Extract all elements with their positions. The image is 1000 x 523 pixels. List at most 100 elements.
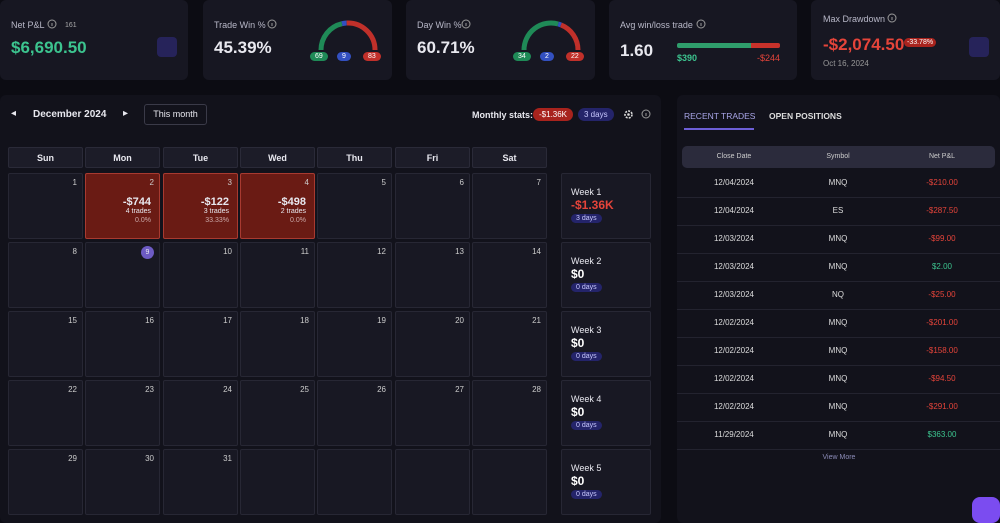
column-header: Symbol [826,153,850,160]
info-icon[interactable] [641,109,651,119]
trade-cell: 12/02/2024 [713,346,755,355]
row-divider [677,337,1000,338]
count-pill: 69 [310,52,328,61]
win-bar [677,43,751,48]
row-divider [677,225,1000,226]
day-cell: 6 [395,173,470,239]
next-month[interactable]: ▸ [123,108,129,119]
day-cell: 21 [472,311,547,377]
date: 13 [455,247,464,256]
info-icon[interactable] [696,19,706,29]
day-cell: 22 [8,380,83,446]
week-summary: Week 1 -$1.36K 3 days [561,173,651,239]
week-summary: Week 2 $0 0 days [561,242,651,308]
tab-open-positions[interactable]: OPEN POSITIONS [769,111,842,121]
day-cell [240,449,315,515]
date-today: 9 [141,246,154,259]
week-label: Week 5 [571,463,602,473]
trade-cell: MNQ [828,262,848,271]
week-label: Week 3 [571,325,602,335]
info-icon[interactable] [47,19,57,29]
date: 31 [223,454,232,463]
weekday-header: Tue [163,147,238,168]
trade-cell: -$94.50 [928,374,956,383]
trade-cell: 11/29/2024 [714,430,754,439]
chat-button[interactable] [972,497,1000,523]
tab-recent-trades[interactable]: RECENT TRADES [684,111,756,121]
date: 12 [377,247,386,256]
prev-month[interactable]: ◂ [11,108,17,119]
net-pnl-card: Net P&L 161 $6,690.50 [0,0,188,80]
day-cell: 24 [163,380,238,446]
week-summary: Week 3 $0 0 days [561,311,651,377]
settings-icon[interactable] [623,109,634,120]
week-days: 0 days [571,421,602,430]
week-pnl: $0 [571,474,585,488]
trade-cell: 12/03/2024 [713,290,755,299]
count: 161 [65,22,77,29]
monthly-days: 3 days [578,108,614,121]
date: 8 [72,247,77,256]
label: Avg win/loss trade [620,20,693,30]
weekday-header: Sun [8,147,83,168]
info-icon[interactable] [267,19,277,29]
trade-cell: MNQ [828,430,848,439]
value: $6,690.50 [11,38,87,57]
trade-cell: -$201.00 [926,318,958,327]
icon[interactable] [157,37,177,57]
day-win-rate: 0.0% [135,217,151,224]
info-icon[interactable] [887,13,897,23]
date: 3 [227,178,232,187]
trade-cell: -$291.00 [926,402,958,411]
row-divider [677,449,1000,450]
day-pnl: -$744 [122,196,151,208]
trade-cell: -$158.00 [926,346,958,355]
label: Max Drawdown [823,14,886,24]
date: 4 [304,178,309,187]
row-divider [677,393,1000,394]
calendar-panel: ◂ December 2024 ▸ This month Monthly sta… [0,95,661,523]
this-month-button[interactable]: This month [144,104,207,125]
weekday-header: Wed [240,147,315,168]
day-cell: 1 [8,173,83,239]
date: 7 [536,178,541,187]
value: 60.71% [417,38,475,57]
day-pnl: -$122 [200,196,229,208]
icon[interactable] [969,37,989,57]
date: 14 [532,247,541,256]
info-icon[interactable] [461,19,471,29]
row-divider [677,253,1000,254]
trade-cell: -$25.00 [928,290,956,299]
day-cell: 30 [85,449,160,515]
week-summary: Week 5 $0 0 days [561,449,651,515]
trade-cell: 12/02/2024 [713,318,755,327]
max-drawdown-card: Max Drawdown -$2,074.50 -33.78% Oct 16, … [811,0,1000,80]
day-cell: 18 [240,311,315,377]
trade-cell: 12/04/2024 [713,178,755,187]
date: 1 [72,178,77,187]
view-more-link[interactable]: View More [822,454,856,461]
day-cell: 16 [85,311,160,377]
day-trades: 4 trades [125,208,151,215]
count-pill: 22 [566,52,584,61]
gauge [318,20,378,51]
trade-cell: -$210.00 [926,178,958,187]
week-days: 0 days [571,490,602,499]
week-days: 0 days [571,352,602,361]
day-cell: 8 [8,242,83,308]
date: 10 [223,247,232,256]
date: 29 [68,454,77,463]
week-summary: Week 4 $0 0 days [561,380,651,446]
trade-cell: $363.00 [927,430,957,439]
week-pnl: $0 [571,267,585,281]
week-pnl: $0 [571,336,585,350]
month-title: December 2024 [33,109,107,120]
date: 19 [377,316,386,325]
date: 21 [532,316,541,325]
row-divider [677,281,1000,282]
day-cell: 9 [85,242,160,308]
date: 24 [223,385,232,394]
day-cell: 3 -$122 3 trades 33.33% [163,173,238,239]
weekday-header: Mon [85,147,160,168]
count-pill: 83 [363,52,381,61]
